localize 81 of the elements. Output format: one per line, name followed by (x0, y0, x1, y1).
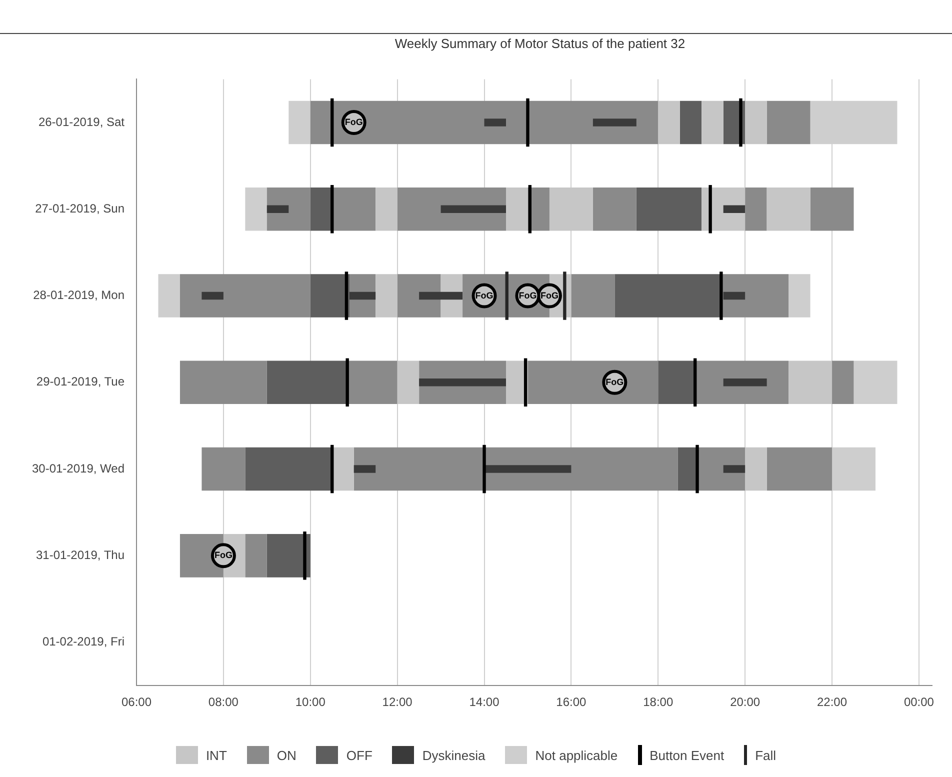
bar (180, 274, 310, 318)
bar (788, 274, 810, 318)
bar (266, 205, 289, 214)
data-label: FoG (475, 290, 494, 300)
data-label: FoG (518, 290, 537, 300)
bar (266, 187, 310, 231)
bar (354, 447, 678, 491)
y-tick-label: 01-02-2019, Fri (42, 634, 125, 649)
y-tick-label: 26-01-2019, Sat (38, 114, 126, 129)
bar (723, 205, 746, 214)
chart-title: Weekly Summary of Motor Status of the patient 32 (394, 36, 686, 51)
legend-label: Button Event (650, 748, 724, 762)
bar (245, 447, 332, 491)
bar (350, 292, 376, 300)
bar (245, 534, 267, 578)
bar (810, 187, 854, 231)
bar (180, 360, 267, 404)
bar (854, 360, 898, 404)
bar (332, 447, 354, 491)
bar (723, 292, 746, 300)
x-tick-label: 14:00 (469, 695, 500, 710)
bar (310, 274, 350, 318)
legend-label: ON (276, 748, 296, 762)
x-tick-label: 20:00 (730, 695, 760, 710)
data-label: FoG (606, 376, 624, 387)
y-tick-label: 27-01-2019, Sun (35, 201, 125, 216)
bar (614, 274, 722, 318)
legend-label: Not applicable (535, 748, 618, 762)
bar (680, 100, 702, 144)
x-tick-label: 16:00 (556, 695, 587, 710)
bar (310, 187, 332, 231)
bar (723, 378, 767, 386)
x-tick-label: 00:00 (904, 695, 934, 710)
bar (723, 465, 746, 473)
legend-label: OFF (346, 748, 372, 762)
bar (310, 100, 658, 144)
data-label: FoG (344, 117, 363, 127)
bar (397, 274, 441, 318)
bar (484, 465, 572, 473)
bar (266, 534, 310, 578)
bar (266, 360, 348, 404)
bar (419, 292, 463, 300)
bar (766, 100, 810, 144)
bar (702, 100, 724, 144)
bar (332, 187, 376, 231)
bar (636, 187, 702, 231)
x-tick-label: 22:00 (817, 695, 848, 710)
x-tick-label: 18:00 (643, 695, 674, 710)
bar (506, 187, 528, 231)
bar (745, 187, 767, 231)
legend-label: Dyskinesia (422, 748, 486, 762)
y-tick-label: 29-01-2019, Tue (36, 374, 125, 389)
bar (202, 447, 246, 491)
data-label: FoG (214, 550, 232, 560)
bar (347, 360, 398, 404)
bar (571, 274, 615, 318)
bar (592, 118, 636, 126)
bar (484, 118, 506, 126)
x-tick-label: 12:00 (382, 695, 413, 710)
bar (419, 378, 506, 386)
bar (158, 274, 180, 318)
bar (592, 187, 636, 231)
bar (766, 187, 810, 231)
y-tick-label: 28-01-2019, Mon (33, 288, 125, 302)
x-tick-label: 10:00 (295, 695, 326, 710)
legend-label: INT (206, 748, 227, 762)
bar (202, 292, 224, 300)
x-tick-label: 08:00 (208, 695, 239, 710)
bar (528, 360, 658, 404)
bar (832, 360, 854, 404)
bar (721, 274, 789, 318)
y-tick-label: 31-01-2019, Thu (36, 548, 125, 562)
data-label: FoG (540, 290, 558, 300)
x-tick-label: 06:00 (121, 695, 152, 710)
legend-label: Fall (755, 748, 776, 762)
bar (658, 360, 696, 404)
y-tick-label: 30-01-2019, Wed (32, 461, 125, 476)
bar (245, 187, 267, 231)
bar (354, 465, 376, 473)
bar (766, 447, 832, 491)
bar (440, 205, 506, 214)
